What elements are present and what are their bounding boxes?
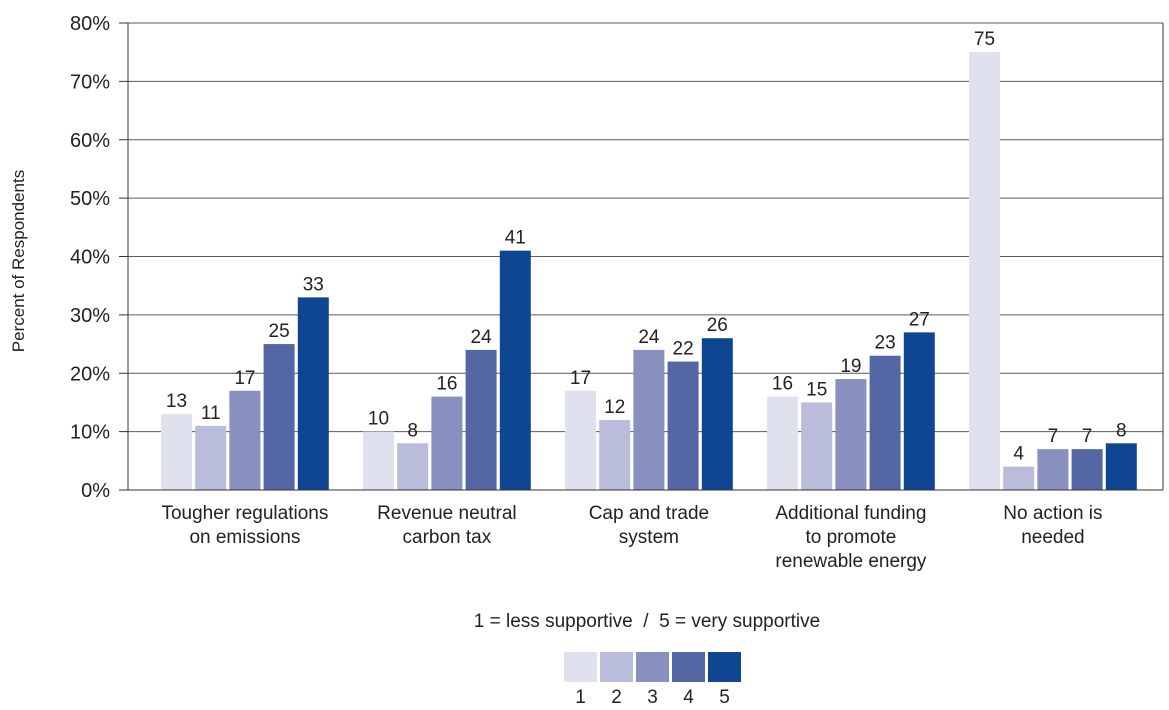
- bar: [229, 390, 261, 490]
- bar: [565, 390, 596, 490]
- data-label: 4: [1013, 444, 1024, 465]
- data-label: 25: [269, 321, 290, 342]
- bar: [667, 361, 699, 490]
- data-label: 7: [1082, 426, 1093, 447]
- bar: [263, 344, 295, 490]
- legend-label: 3: [647, 687, 658, 708]
- legend: 1 2 3 4 5: [564, 652, 741, 708]
- y-tick-label: 80%: [70, 13, 110, 35]
- data-label: 75: [974, 29, 995, 50]
- data-label: 8: [1116, 420, 1127, 441]
- data-label: 15: [806, 379, 827, 400]
- y-tick-label: 40%: [70, 247, 110, 269]
- bar: [869, 355, 901, 490]
- data-label: 19: [840, 356, 861, 377]
- data-label: 24: [471, 327, 493, 348]
- y-tick-label: 0%: [81, 480, 110, 502]
- bar: [903, 332, 935, 490]
- category-label: Tougher regulations on emissions: [161, 503, 328, 548]
- bar: [801, 402, 833, 490]
- data-label: 11: [201, 403, 221, 424]
- legend-label: 1: [575, 687, 586, 708]
- bar: [499, 250, 531, 490]
- y-tick-label: 10%: [70, 422, 110, 444]
- legend-swatch: [708, 652, 741, 682]
- legend-swatch: [636, 652, 669, 682]
- y-axis-title: Percent of Respondents: [9, 170, 28, 352]
- legend-swatch: [564, 652, 597, 682]
- bar: [599, 419, 631, 490]
- bar: [767, 396, 798, 490]
- category-label: Revenue neutral carbon tax: [377, 503, 516, 548]
- y-tick-label: 60%: [70, 130, 110, 152]
- data-label: 8: [407, 420, 418, 441]
- category-label: Cap and trade system: [589, 503, 709, 548]
- bar: [1003, 466, 1035, 490]
- data-label: 16: [436, 374, 457, 395]
- data-label: 10: [368, 409, 389, 430]
- y-tick-label: 70%: [70, 71, 110, 93]
- data-label: 33: [303, 274, 324, 295]
- data-label: 17: [234, 368, 255, 389]
- data-label: 24: [638, 327, 660, 348]
- y-tick-label: 20%: [70, 363, 110, 385]
- y-tick-label: 30%: [70, 305, 110, 327]
- data-label: 13: [166, 391, 187, 412]
- data-label: 27: [909, 309, 930, 330]
- data-label: 26: [707, 315, 728, 336]
- legend-label: 5: [719, 687, 730, 708]
- bar: [1071, 449, 1103, 490]
- bar: [397, 443, 429, 490]
- category-label: No action is needed: [1003, 503, 1102, 548]
- bar: [1105, 443, 1137, 490]
- bar: [297, 297, 329, 490]
- legend-label: 2: [611, 687, 622, 708]
- bar: [465, 349, 497, 490]
- data-label: 22: [673, 339, 694, 360]
- bar: [633, 349, 665, 490]
- bar: [835, 379, 867, 490]
- bars: [161, 52, 1137, 490]
- data-label: 12: [604, 397, 625, 418]
- bar: [363, 431, 394, 490]
- legend-label: 4: [683, 687, 694, 708]
- bar: [1037, 449, 1069, 490]
- bar: [431, 396, 463, 490]
- legend-swatch: [600, 652, 633, 682]
- bar: [161, 414, 192, 490]
- bar: [701, 338, 733, 490]
- data-label: 16: [772, 374, 793, 395]
- category-label: Additional funding to promote renewable en…: [775, 503, 927, 572]
- y-axis: 0% 10% 20% 30% 40% 50% 60% 70% 80%: [70, 13, 1164, 502]
- data-label: 23: [875, 333, 896, 354]
- y-tick-label: 50%: [70, 188, 110, 210]
- legend-swatch: [672, 652, 705, 682]
- bar: [969, 52, 1000, 490]
- data-label: 7: [1048, 426, 1059, 447]
- data-labels: 13 10 17 16 75 11 8 12 15 4 17 16 24 19 7 25 24 22 23 7 33 41…: [166, 29, 1127, 464]
- legend-note: 1 = less supportive / 5 = very supportiv…: [474, 611, 820, 632]
- bar: [195, 425, 227, 490]
- data-label: 41: [505, 228, 526, 249]
- x-axis: Tougher regulations on emissions Revenue n…: [128, 489, 1163, 572]
- data-label: 17: [570, 368, 591, 389]
